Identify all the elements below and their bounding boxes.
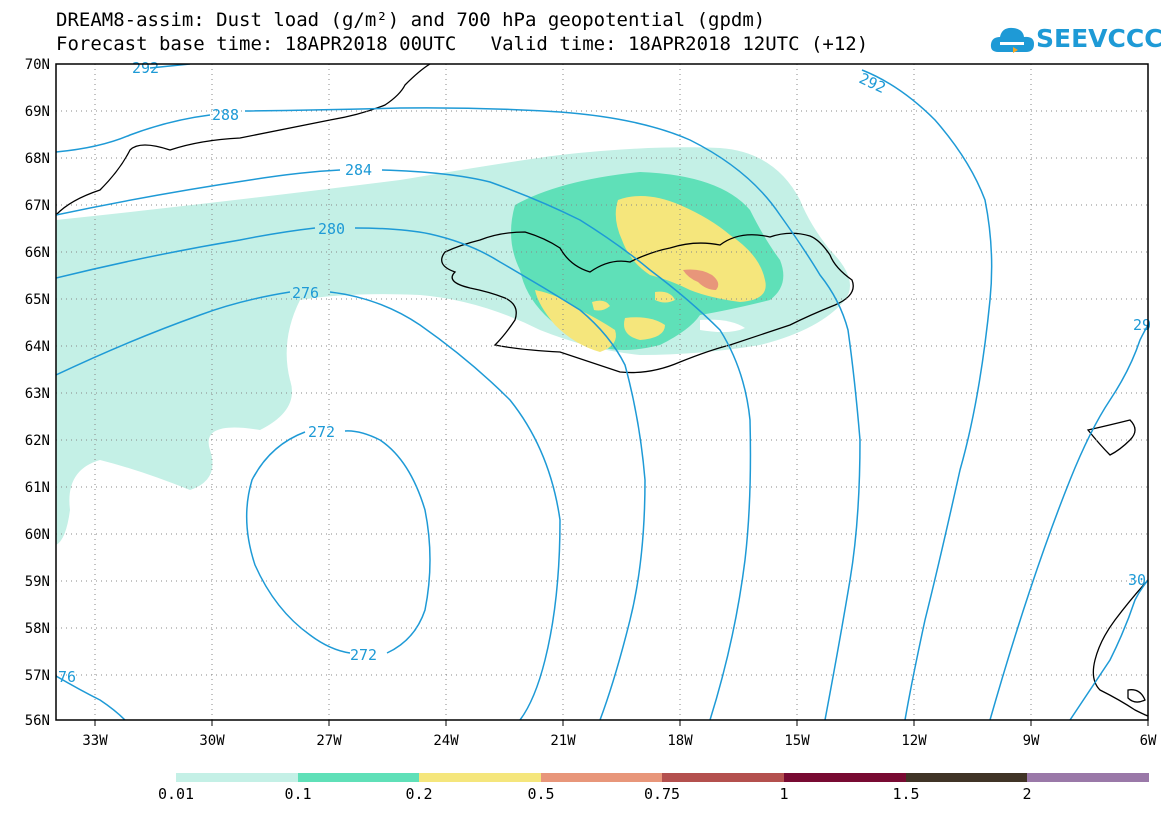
lat-label: 57N [25,668,50,684]
contour-label: 76 [58,668,76,686]
colorbar-label: 1.5 [892,785,919,803]
lat-label: 56N [25,713,50,729]
colorbar-swatch [784,773,906,782]
contour-label: 272 [308,423,335,441]
dust-band-0.5 [683,269,719,290]
lon-label: 15W [784,733,810,749]
contour-label: 272 [350,646,377,664]
contour-label: 292 [856,69,888,97]
longitude-labels: 33W 30W 27W 24W 21W 18W 15W 12W 9W 6W [82,733,1157,749]
colorbar-swatch [906,773,1027,782]
colorbar-swatch [176,773,298,782]
lat-label: 70N [25,57,50,73]
lat-label: 60N [25,527,50,543]
contour-label: 292 [132,59,159,77]
lat-label: 63N [25,386,50,402]
contour-label: 280 [318,220,345,238]
coastlines [56,64,1148,717]
graticule [56,64,1148,720]
lon-label: 33W [82,733,108,749]
colorbar-swatch [298,773,419,782]
lon-label: 30W [199,733,225,749]
axis-ticks [94,720,1149,726]
map-subtitle: Forecast base time: 18APR2018 00UTC Vali… [56,33,869,55]
colorbar-label: 1 [779,785,788,803]
contour-label: 276 [292,284,319,302]
lon-label: 12W [901,733,927,749]
colorbar: 0.01 0.1 0.2 0.5 0.75 1 1.5 2 [158,773,1149,803]
contour-label: 288 [212,106,239,124]
lat-label: 58N [25,621,50,637]
colorbar-swatch [541,773,662,782]
lon-label: 21W [550,733,576,749]
colorbar-label: 0.2 [405,785,432,803]
dust-band-0.2 [535,196,766,352]
geopotential-contours [56,64,1148,720]
lat-label: 68N [25,151,50,167]
contour-label: 284 [345,161,372,179]
lon-label: 27W [316,733,342,749]
lat-label: 64N [25,339,50,355]
lon-label: 18W [667,733,693,749]
logo-text: SEEVCCC [1036,24,1163,53]
latitude-labels: 70N 69N 68N 67N 66N 65N 64N 63N 62N 61N … [25,57,50,729]
colorbar-label: 0.01 [158,785,194,803]
map-frame [55,63,1149,721]
colorbar-swatch [1027,773,1149,782]
lat-label: 66N [25,245,50,261]
lat-label: 65N [25,292,50,308]
contour-label: 30 [1128,571,1146,589]
colorbar-swatch [662,773,784,782]
cloud-icon [990,27,1034,53]
seevccc-logo: SEEVCCC [990,22,1163,58]
colorbar-label: 0.5 [527,785,554,803]
lat-label: 61N [25,480,50,496]
lon-label: 6W [1140,733,1157,749]
lat-label: 62N [25,433,50,449]
lat-label: 67N [25,198,50,214]
colorbar-label: 0.1 [284,785,311,803]
lon-label: 9W [1023,733,1040,749]
colorbar-swatch [419,773,541,782]
lat-label: 59N [25,574,50,590]
colorbar-label: 0.75 [644,785,680,803]
lon-label: 24W [433,733,459,749]
map-title: DREAM8-assim: Dust load (g/m²) and 700 h… [56,9,766,31]
lat-label: 69N [25,104,50,120]
colorbar-label: 2 [1022,785,1031,803]
contour-label: 29 [1133,316,1151,334]
